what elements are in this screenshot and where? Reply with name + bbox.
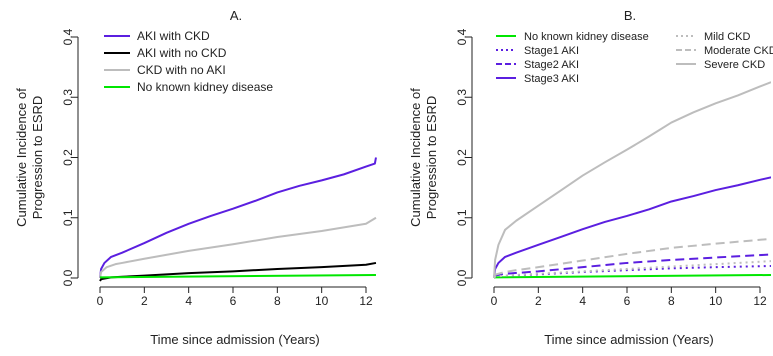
- series-line-ckd-with-no-aki: [99, 216, 377, 279]
- legend-entry: CKD with no AKI: [137, 63, 226, 77]
- panel-title: B.: [624, 8, 636, 23]
- legend-entry: Stage2 AKI: [524, 59, 579, 71]
- x-tick-label: 2: [141, 294, 148, 308]
- series-line-stage2-aki: [493, 253, 771, 277]
- y-axis-label: Progression to ESRD: [424, 96, 439, 220]
- y-axis-label: Cumulative Incidence of: [14, 88, 29, 227]
- x-tick-label: 10: [709, 294, 723, 308]
- legend: No known kidney disease Stage1 AKI Stage2 …: [496, 31, 773, 85]
- series-lines: [493, 81, 771, 279]
- y-axis: 0.0 0.1 0.2 0.3 0.4: [455, 28, 473, 286]
- series-lines: [99, 157, 377, 282]
- legend-entry: Severe CKD: [704, 59, 765, 71]
- x-tick-label: 12: [753, 294, 767, 308]
- series-line-aki-with-ckd: [99, 157, 377, 279]
- x-tick-label: 8: [668, 294, 675, 308]
- x-axis: 0 2 4 6 8 10 12: [97, 286, 373, 308]
- legend-entry: No known kidney disease: [524, 31, 649, 43]
- y-tick-label: 0.2: [61, 149, 75, 166]
- x-tick-label: 0: [491, 294, 498, 308]
- y-tick-label: 0.3: [61, 89, 75, 106]
- y-axis-label: Progression to ESRD: [30, 96, 45, 220]
- y-tick-label: 0.0: [61, 269, 75, 286]
- legend-entry: Stage1 AKI: [524, 45, 579, 57]
- x-tick-label: 0: [97, 294, 104, 308]
- x-tick-label: 6: [624, 294, 631, 308]
- series-line-severe-ckd: [493, 81, 771, 279]
- legend: AKI with CKD AKI with no CKD CKD with no A…: [104, 29, 273, 94]
- y-tick-label: 0.2: [455, 149, 469, 166]
- x-tick-label: 2: [535, 294, 542, 308]
- y-axis: 0.0 0.1 0.2 0.3 0.4: [61, 28, 79, 286]
- x-tick-label: 10: [315, 294, 329, 308]
- x-tick-label: 4: [579, 294, 586, 308]
- series-line-no-known-kidney-disease: [99, 273, 376, 279]
- y-tick-label: 0.4: [455, 28, 469, 45]
- panel-title: A.: [230, 8, 242, 23]
- legend-entry: Stage3 AKI: [524, 73, 579, 85]
- legend-entry: No known kidney disease: [137, 80, 273, 94]
- x-axis-label: Time since admission (Years): [150, 332, 320, 347]
- x-tick-label: 6: [230, 294, 237, 308]
- x-axis: 0 2 4 6 8 10 12: [491, 286, 767, 308]
- legend-entry: Mild CKD: [704, 31, 751, 43]
- y-tick-label: 0.1: [61, 209, 75, 226]
- x-tick-label: 4: [185, 294, 192, 308]
- panel-a: A. 0.0 0.1 0.2 0.3 0.4 Cumulative Incidence of…: [14, 8, 377, 347]
- legend-entry: AKI with no CKD: [137, 46, 227, 60]
- x-tick-label: 12: [359, 294, 373, 308]
- x-axis-label: Time since admission (Years): [544, 332, 714, 347]
- y-tick-label: 0.1: [455, 209, 469, 226]
- series-line-no-known-kidney-disease: [493, 273, 771, 279]
- y-tick-label: 0.0: [455, 269, 469, 286]
- y-axis-label: Cumulative Incidence of: [408, 88, 423, 227]
- y-tick-label: 0.4: [61, 28, 75, 45]
- series-line-stage3-aki: [493, 176, 771, 279]
- panel-b: B. 0.0 0.1 0.2 0.3 0.4 Cumulative Incidence of…: [408, 8, 773, 347]
- series-line-aki-with-no-ckd: [99, 261, 377, 282]
- x-tick-label: 8: [274, 294, 281, 308]
- series-line-moderate-ckd: [493, 237, 771, 276]
- y-tick-label: 0.3: [455, 89, 469, 106]
- legend-entry: Moderate CKD: [704, 45, 773, 57]
- legend-entry: AKI with CKD: [137, 29, 210, 43]
